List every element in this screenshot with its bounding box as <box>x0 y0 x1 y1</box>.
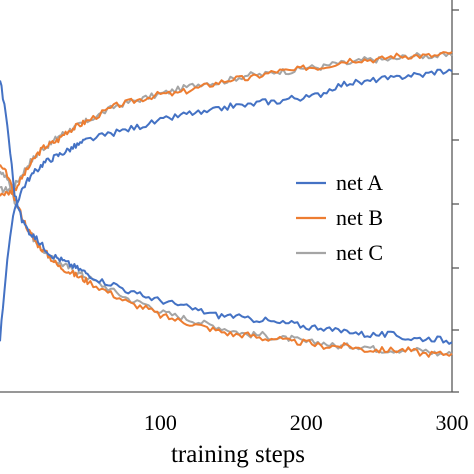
legend-label-net-c: net C <box>336 240 383 265</box>
x-tick-label: 300 <box>436 410 469 435</box>
series-layer <box>0 51 453 358</box>
series-line-net-b-rising <box>0 51 453 197</box>
series-line-net-c-falling <box>0 170 453 357</box>
legend-label-net-a: net A <box>336 170 383 195</box>
x-tick-label: 200 <box>290 410 323 435</box>
series-line-net-a-rising <box>0 68 453 342</box>
plot-area <box>0 0 459 393</box>
series-line-net-a-falling <box>0 80 453 345</box>
x-tick-labels: 100 200 300 <box>144 410 469 435</box>
x-axis-label: training steps <box>171 441 305 468</box>
x-tick-label: 100 <box>144 410 177 435</box>
legend-label-net-b: net B <box>336 205 383 230</box>
legend: net A net B net C <box>296 170 383 265</box>
